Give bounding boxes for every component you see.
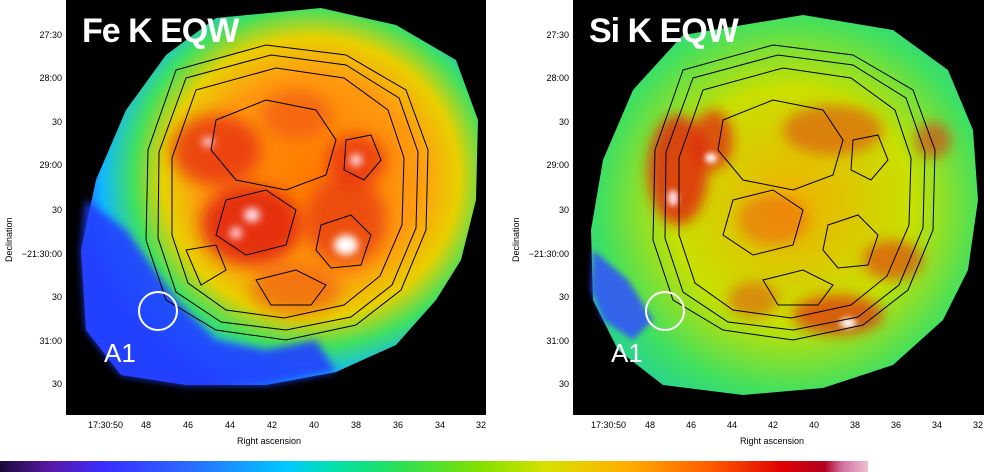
region-a1-circle [138, 291, 178, 331]
x-tick: 40 [809, 420, 820, 430]
x-tick: 36 [393, 420, 404, 430]
x-tick: 44 [225, 420, 236, 430]
x-tick: 17:30:50 [88, 420, 124, 430]
x-tick: 32 [973, 420, 984, 430]
y-tick: 30 [51, 292, 62, 302]
x-tick: 34 [932, 420, 943, 430]
x-tick: 48 [645, 420, 656, 430]
y-tick: 31:00 [39, 336, 62, 346]
y-tick: 30 [51, 117, 62, 127]
map-title: Fe K EQW [82, 12, 239, 50]
y-tick: 28:00 [546, 73, 569, 83]
si-k-eqw-panel: Si K EQW A1 Declination 27:30 28:00 30 2… [495, 0, 990, 450]
x-tick: 17:30:50 [591, 420, 627, 430]
y-tick: 29:00 [39, 160, 62, 170]
x-tick: 34 [435, 420, 446, 430]
region-a1-circle [645, 291, 685, 331]
map-title: Si K EQW [589, 12, 739, 50]
y-tick: 30 [51, 379, 62, 389]
x-tick: 42 [267, 420, 278, 430]
x-tick: 38 [351, 420, 362, 430]
x-tick: 38 [850, 420, 861, 430]
y-tick: 30 [558, 205, 569, 215]
y-tick: 29:00 [546, 160, 569, 170]
y-tick: 30 [558, 117, 569, 127]
x-axis-label: Right ascension [740, 436, 805, 446]
x-tick: 46 [686, 420, 697, 430]
color-scale-bar [0, 461, 868, 472]
y-tick: 30 [51, 205, 62, 215]
x-tick: 44 [727, 420, 738, 430]
fe-k-eqw-map: Fe K EQW A1 [66, 0, 486, 415]
y-tick: 31:00 [546, 336, 569, 346]
x-tick: 32 [476, 420, 487, 430]
x-axis-label: Right ascension [237, 436, 302, 446]
y-tick: 27:30 [39, 30, 62, 40]
fe-k-eqw-image [81, 8, 478, 385]
y-tick: 28:00 [39, 73, 62, 83]
region-label-a1: A1 [104, 338, 136, 368]
x-tick: 48 [141, 420, 152, 430]
y-tick: 30 [558, 292, 569, 302]
x-tick: 36 [891, 420, 902, 430]
y-tick: 27:30 [546, 30, 569, 40]
si-k-eqw-map: Si K EQW A1 [573, 0, 984, 415]
x-tick: 42 [768, 420, 779, 430]
fe-k-eqw-panel: Fe K EQW A1 Declination 27:30 28:00 30 2… [0, 0, 490, 450]
y-tick: −21:30:00 [528, 249, 569, 259]
y-tick: 30 [558, 379, 569, 389]
x-tick: 40 [309, 420, 320, 430]
si-k-eqw-image [591, 15, 978, 395]
region-label-a1: A1 [611, 338, 643, 368]
x-tick: 46 [183, 420, 194, 430]
y-tick: −21:30:00 [21, 249, 62, 259]
